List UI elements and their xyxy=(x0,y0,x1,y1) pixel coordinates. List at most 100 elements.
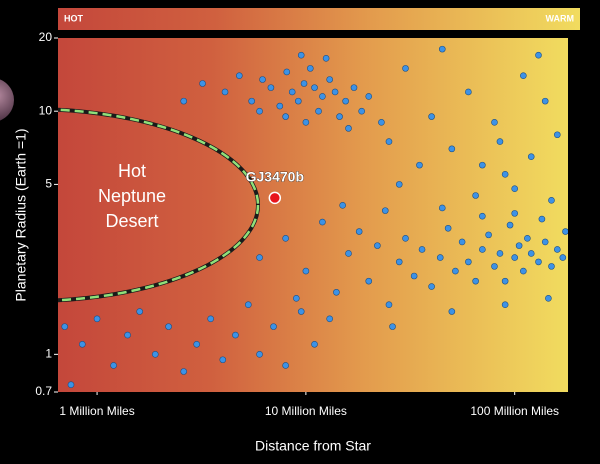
planet-point xyxy=(385,138,393,145)
planet-point xyxy=(554,246,561,253)
planet-point xyxy=(438,45,446,53)
planet-point xyxy=(315,107,322,115)
planet-point xyxy=(67,381,75,389)
planet-point xyxy=(267,84,275,91)
planet-point xyxy=(559,254,567,261)
planet-point xyxy=(199,80,206,87)
planet-point xyxy=(395,181,403,188)
highlight-point xyxy=(268,191,282,205)
planet-point xyxy=(326,76,333,83)
planet-point xyxy=(527,153,535,160)
planet-point xyxy=(511,254,518,261)
y-tick-label: 10 xyxy=(39,103,53,117)
planet-point xyxy=(444,224,452,232)
planet-point xyxy=(381,207,389,214)
planet-point xyxy=(418,246,426,253)
planet-point xyxy=(428,283,435,290)
planet-point xyxy=(248,97,255,105)
planet-point xyxy=(207,315,214,323)
planet-point xyxy=(416,161,423,169)
planet-point xyxy=(93,315,101,323)
planet-point xyxy=(311,84,318,91)
planet-point xyxy=(276,102,284,110)
highlight-label: GJ3470b xyxy=(246,169,304,185)
planet-point xyxy=(345,250,352,257)
planet-point xyxy=(472,192,479,199)
x-tick-label: 100 Million Miles xyxy=(470,404,559,418)
planet-point xyxy=(448,145,456,153)
planet-point xyxy=(496,250,504,257)
planet-point xyxy=(180,97,188,105)
planet-point xyxy=(331,88,339,96)
y-axis-title: Planetary Radius (Earth =1) xyxy=(13,128,29,301)
planet-point xyxy=(501,277,509,285)
y-tick-label: 1 xyxy=(45,347,52,361)
planet-point xyxy=(256,351,263,358)
planet-point xyxy=(479,161,486,169)
planet-point xyxy=(300,80,308,87)
planet-point xyxy=(288,88,296,96)
temperature-bar xyxy=(58,8,580,30)
planet-point xyxy=(515,242,523,249)
desert-boundary xyxy=(58,107,260,303)
planet-point xyxy=(562,228,568,235)
planet-point xyxy=(302,267,310,275)
planet-point xyxy=(259,76,266,83)
planet-point xyxy=(554,131,561,139)
planet-point xyxy=(438,204,446,212)
planet-point xyxy=(124,331,131,339)
desert-label: Desert xyxy=(105,211,158,231)
planet-point xyxy=(342,97,349,105)
y-tick-label: 0.7 xyxy=(35,384,52,398)
x-axis-title: Distance from Star xyxy=(255,438,371,454)
planet-point xyxy=(389,323,396,330)
planet-point xyxy=(535,258,542,266)
planet-point xyxy=(465,258,472,266)
planet-point xyxy=(282,113,289,120)
desert-label: Hot xyxy=(118,161,146,181)
planet-point xyxy=(465,88,472,96)
planet-point xyxy=(151,351,159,358)
planet-point xyxy=(538,215,546,223)
planet-point xyxy=(452,267,459,275)
planet-point xyxy=(436,254,444,261)
planet-point xyxy=(319,93,326,100)
planet-point xyxy=(297,51,305,59)
planet-point xyxy=(479,212,486,220)
planet-point xyxy=(358,107,365,115)
planet-point xyxy=(336,113,343,120)
planet-point xyxy=(295,97,302,105)
planet-point xyxy=(524,235,531,242)
planet-point xyxy=(365,277,373,285)
hot-label: HOT xyxy=(64,13,84,23)
planet-point xyxy=(395,258,403,266)
planet-point xyxy=(385,301,393,309)
planet-point xyxy=(428,113,435,120)
planet-point xyxy=(511,185,518,192)
planet-point xyxy=(378,119,385,126)
planet-point xyxy=(458,238,466,246)
planet-point xyxy=(548,197,555,204)
planet-point xyxy=(219,356,227,364)
planet-point xyxy=(491,119,498,126)
planet-point xyxy=(326,315,333,323)
planet-point xyxy=(491,263,498,270)
planet-point xyxy=(282,362,289,369)
planet-point xyxy=(520,267,527,275)
planet-point xyxy=(79,340,86,348)
planet-point xyxy=(61,323,69,330)
planet-point xyxy=(355,228,363,235)
y-tick-label: 5 xyxy=(45,177,52,191)
planet-point xyxy=(472,277,479,285)
planet-point xyxy=(180,368,188,375)
planet-point xyxy=(485,231,492,239)
desert-label: Neptune xyxy=(98,186,166,206)
planet-point xyxy=(245,301,252,309)
y-tick-label: 20 xyxy=(39,30,53,44)
planet-point xyxy=(136,308,143,315)
planet-point xyxy=(345,125,352,132)
planet-point xyxy=(322,55,330,62)
planet-point xyxy=(496,138,504,145)
planet-decoration xyxy=(0,79,14,121)
